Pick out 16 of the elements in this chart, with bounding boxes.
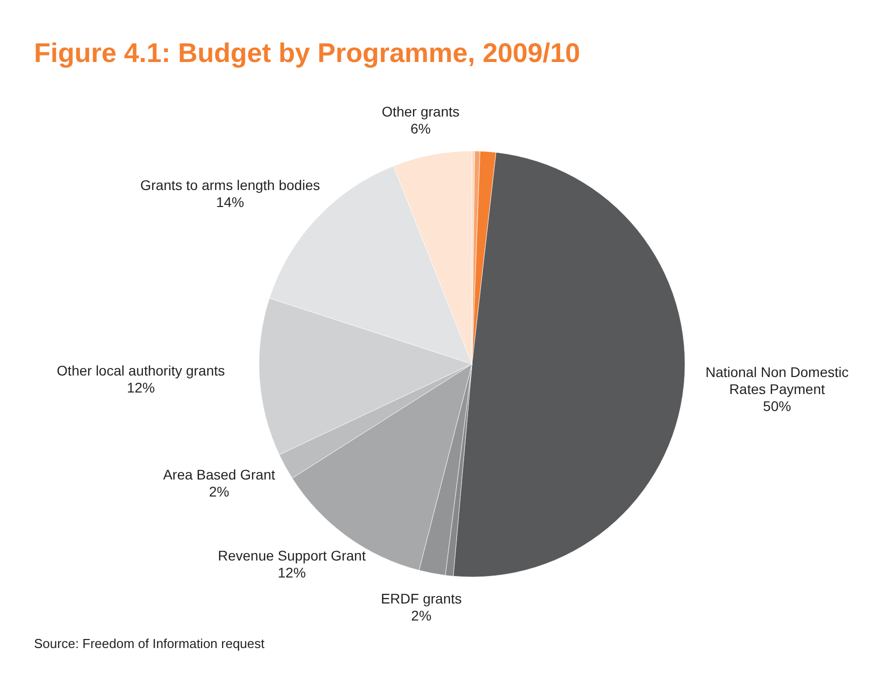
source-note: Source: Freedom of Information request (34, 636, 265, 651)
data-label: 6% (410, 120, 431, 136)
slice-label: National Non Domestic Rates Payment (705, 364, 849, 398)
data-label: 2% (208, 483, 230, 500)
slice-label: Grants to arms length bodies (140, 177, 320, 194)
slice-label: Area Based Grant (163, 466, 276, 482)
data-label: 12% (126, 380, 155, 396)
data-label: 50% (763, 398, 792, 414)
slice-label: Other local authority grants (56, 362, 225, 379)
slice-label: ERDF grants (380, 590, 462, 607)
data-label: 2% (411, 608, 432, 624)
slice-label: Revenue Support Grant (218, 548, 366, 564)
data-label: 12% (278, 564, 306, 581)
chart-title: Figure 4.1: Budget by Programme, 2009/10 (34, 38, 580, 68)
data-label: 14% (216, 194, 244, 210)
slice-label: Other grants (382, 103, 460, 120)
